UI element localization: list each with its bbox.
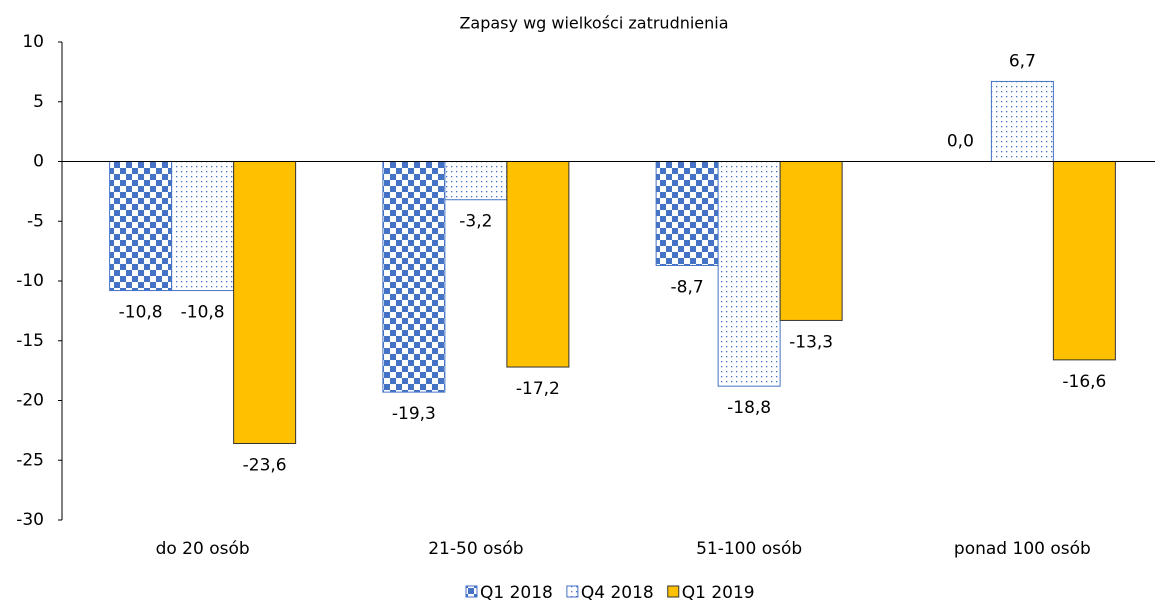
bar — [655, 161, 719, 266]
legend-label: Q1 2019 — [682, 583, 755, 603]
legend-label: Q1 2018 — [480, 583, 553, 603]
bar — [171, 161, 235, 292]
legend-swatch — [465, 585, 478, 598]
value-label: -18,8 — [727, 398, 771, 418]
y-tick-label: 5 — [33, 92, 44, 112]
y-tick-label: -30 — [16, 510, 44, 530]
value-label: -3,2 — [459, 212, 492, 232]
bar — [779, 161, 843, 321]
chart-title: Zapasy wg wielkości zatrudnienia — [459, 14, 728, 33]
value-label: -16,6 — [1062, 372, 1106, 392]
x-tick-label: 21-50 osób — [428, 539, 523, 559]
bar — [233, 161, 297, 445]
bar — [990, 80, 1054, 162]
bar — [717, 161, 781, 387]
y-tick-label: -10 — [16, 271, 44, 291]
y-tick-label: -25 — [16, 450, 44, 470]
value-label: -17,2 — [516, 379, 560, 399]
x-tick-label: ponad 100 osób — [954, 539, 1091, 559]
y-tick-label: 10 — [22, 32, 44, 52]
legend-label: Q4 2018 — [581, 583, 654, 603]
legend-swatch — [667, 585, 680, 598]
value-label: -19,3 — [392, 404, 436, 424]
legend-swatch — [566, 585, 579, 598]
value-label: -10,8 — [119, 303, 163, 323]
bar — [506, 161, 570, 368]
bar — [1052, 161, 1116, 361]
value-label: -13,3 — [789, 332, 833, 352]
bar — [444, 161, 508, 201]
y-tick-label: 0 — [33, 152, 44, 172]
bar — [109, 161, 173, 292]
y-tick-label: -5 — [27, 211, 44, 231]
value-label: -23,6 — [243, 456, 287, 476]
bar — [382, 161, 446, 393]
y-tick-label: -15 — [16, 331, 44, 351]
value-label: 0,0 — [947, 132, 974, 152]
y-tick-label: -20 — [16, 391, 44, 411]
value-label: -8,7 — [671, 277, 704, 297]
x-tick-label: 51-100 osób — [696, 539, 802, 559]
x-tick-label: do 20 osób — [156, 539, 250, 559]
value-label: -10,8 — [181, 303, 225, 323]
value-label: 6,7 — [1009, 51, 1036, 71]
